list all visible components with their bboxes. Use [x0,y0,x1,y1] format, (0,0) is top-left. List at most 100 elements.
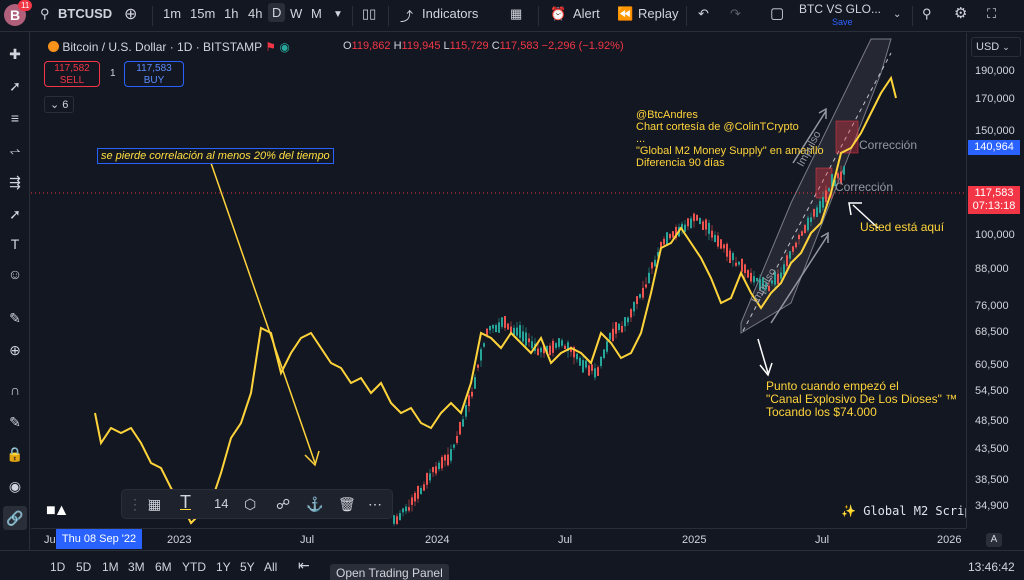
symbol-search[interactable]: BTCUSD [58,6,113,21]
anchor-icon[interactable]: ⚓ [306,496,324,512]
drag-handle-icon[interactable]: ⋮⋮ [128,496,156,512]
candle [789,251,791,259]
compare-symbol-icon[interactable]: ⊕ [124,6,138,23]
delete-icon[interactable]: 🗑 [338,496,356,512]
settings-icon[interactable]: ⚙ [954,5,968,22]
more-icon[interactable]: ⋯ [368,496,382,512]
stay-in-drawing-icon[interactable]: ✎ [9,413,21,430]
chart-pane[interactable] [31,33,966,528]
pattern-icon[interactable]: ⥋ [9,141,21,158]
text-color-icon[interactable]: T [180,492,191,512]
crosshair-date: Thu 08 Sep '22 [56,529,142,549]
layout-save[interactable]: Save [832,17,853,27]
candle [462,419,464,427]
indicators-button[interactable]: Indicators [422,6,479,21]
interval-m[interactable]: M [311,6,322,21]
fullscreen-icon[interactable]: ⛶ [987,6,997,21]
tradingview-logo[interactable]: ■▲ [46,502,69,519]
time-axis[interactable]: Ju 2023 Jul 2024 Jul 2025 Jul 2026 [31,528,966,550]
you-are-here-label[interactable]: Usted está aquí [860,220,945,234]
settings-icon[interactable]: ⬡ [244,496,257,512]
link-icon[interactable]: 🔗 [3,506,27,530]
start-point-annotation[interactable]: Punto cuando empezó el "Canal Explosivo … [766,379,958,419]
layout-name[interactable]: BTC VS GLO... [799,2,882,16]
indicators-icon[interactable]: ⤴ [400,9,414,24]
interval-dropdown-icon[interactable]: ▼ [333,9,343,20]
zoom-in-icon[interactable]: ⊕ [9,341,21,358]
ohlc-values: O119,862 H119,945 L115,729 C117,583 −2,2… [343,40,624,52]
templates-icon[interactable]: ▦ [148,496,162,512]
candle [669,233,671,239]
candle [690,218,692,229]
interval-1m[interactable]: 1m [163,6,182,21]
price-axis[interactable]: USD ⌄ 190,000 170,000 150,000 100,000 88… [966,33,1024,528]
magnet-icon[interactable]: ∩ [9,382,21,398]
candle [708,222,710,234]
candle [816,207,818,218]
correlation-note[interactable]: se pierde correlación al menos 20% del t… [97,148,334,164]
candle [768,285,770,292]
interval-1h[interactable]: 1h [224,6,239,21]
range-1d[interactable]: 1D [50,560,66,574]
open-trading-panel-button[interactable]: Open Trading Panel [330,564,449,580]
range-3m[interactable]: 3M [128,560,145,574]
crosshair-icon[interactable]: ✚ [9,45,21,62]
m2-line [94,75,897,525]
range-1y[interactable]: 1Y [216,560,231,574]
candle [585,360,587,368]
interval-15m[interactable]: 15m [190,6,216,21]
brush-icon[interactable]: ➚ [9,205,21,222]
candle [597,367,599,377]
buy-button[interactable]: 117,583 BUY [124,61,184,87]
candle [630,309,632,318]
auto-scale-button[interactable]: A [986,533,1002,547]
lock-icon[interactable]: ☍ [276,496,291,512]
lock-icon[interactable]: 🔒 [6,445,24,462]
range-5y[interactable]: 5Y [240,560,255,574]
credits-annotation[interactable]: @BtcAndres Chart cortesía de @ColinTCryp… [636,109,824,169]
goto-date-icon[interactable]: ⇤ [298,557,310,573]
correction-label[interactable]: Corrección [859,138,918,152]
indicators-collapse[interactable]: ⌄ 6 [44,96,75,113]
trendline-icon[interactable]: ➚ [9,77,21,94]
text-tool-icon[interactable]: T [10,236,20,252]
range-ytd[interactable]: YTD [182,560,206,574]
symbol-legend[interactable]: Bitcoin / U.S. Dollar · 1D · BITSTAMP ⚑ … [48,40,290,54]
candle [510,326,512,334]
quick-search-icon[interactable]: ⚲ [922,6,932,21]
candle [477,364,479,368]
flag-icon[interactable]: ⚑ [265,40,277,54]
interval-4h[interactable]: 4h [248,6,263,21]
ruler-icon[interactable]: ✎ [9,309,21,326]
range-5d[interactable]: 5D [76,560,92,574]
undo-icon[interactable]: ↶ [698,6,709,21]
alert-icon[interactable]: ⏰ [550,6,567,21]
range-1m[interactable]: 1M [102,560,119,574]
layout-icon[interactable]: ▢ [770,5,785,22]
alert-button[interactable]: Alert [573,6,600,21]
fib-icon[interactable]: ≡ [10,110,20,126]
currency-selector[interactable]: USD ⌄ [971,37,1021,57]
layout-dropdown-icon[interactable]: ⌄ [893,9,902,20]
correction-label-2[interactable]: Corrección [835,180,894,194]
interval-w[interactable]: W [290,6,303,21]
candles-icon[interactable]: ▯▯ [362,6,377,21]
replay-icon[interactable]: ⏪ [617,6,634,21]
eye-icon[interactable]: ◉ [8,477,22,494]
replay-button[interactable]: Replay [638,6,679,21]
templates-icon[interactable]: ▦ [510,6,523,21]
script-label[interactable]: ✨ Global M2 Script [838,503,982,519]
projection-icon[interactable]: ⇶ [9,173,21,190]
range-6m[interactable]: 6M [155,560,172,574]
candle [609,332,611,340]
font-size[interactable]: 14 [214,496,229,511]
interval-d[interactable]: D [268,3,286,22]
price-label: 48,500 [975,415,1009,427]
range-all[interactable]: All [264,560,278,574]
candle [780,272,782,279]
emoji-icon[interactable]: ☺ [7,266,23,282]
search-icon[interactable]: ⚲ [40,6,50,21]
sell-button[interactable]: 117,582 SELL [44,61,100,87]
redo-icon[interactable]: ↷ [730,6,741,21]
candle [549,345,551,356]
